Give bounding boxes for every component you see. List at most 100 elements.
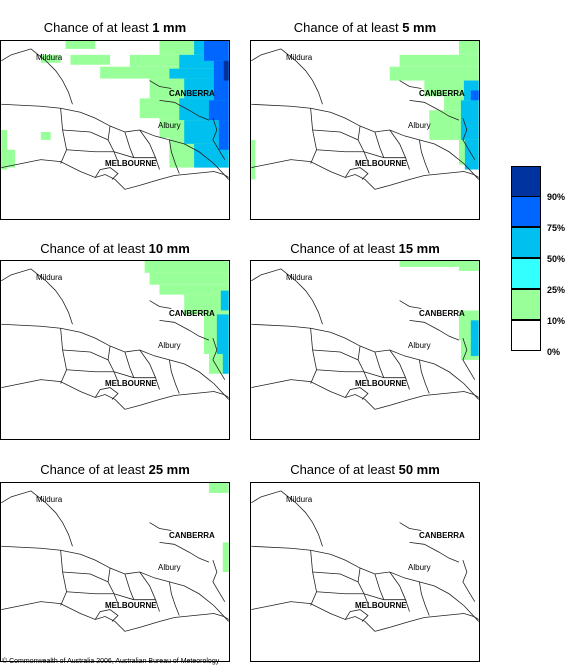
probability-cell: [208, 483, 229, 493]
boundary-line: [62, 349, 109, 361]
boundary-line: [1, 48, 73, 105]
place-label-melbourne: MELBOURNE: [105, 159, 157, 168]
boundary-line: [310, 108, 317, 164]
map-canvas: [251, 490, 479, 632]
place-label-albury: Albury: [408, 341, 431, 350]
boundary-line: [312, 571, 359, 583]
panel-title-1mm: Chance of at least 1 mm: [43, 20, 187, 35]
boundary-line: [124, 131, 135, 158]
boundary-line: [251, 490, 323, 547]
boundary-line: [159, 541, 210, 563]
boundary-line: [251, 323, 479, 400]
boundary-line: [462, 118, 476, 160]
place-label-canberra: CANBERRA: [169, 309, 215, 318]
boundary-line: [357, 125, 369, 162]
boundary-line: [66, 591, 156, 601]
probability-cell: [100, 66, 229, 79]
place-label-mildura: Mildura: [36, 495, 63, 504]
boundary-line: [409, 541, 460, 563]
rain-chance-map-15mm: Mildura CANBERRA Albury MELBOURNE: [250, 260, 480, 440]
panel-title-10mm: Chance of at least 10 mm: [40, 241, 190, 256]
boundary-line: [124, 351, 135, 378]
map-canvas: [1, 483, 229, 632]
boundary-line: [159, 319, 210, 341]
boundary-line: [1, 545, 229, 622]
boundary-line: [94, 609, 119, 622]
boundary-line: [399, 522, 422, 531]
probability-cell: [470, 320, 479, 356]
place-label-canberra: CANBERRA: [419, 309, 465, 318]
probability-cell: [1, 149, 16, 168]
boundary-line: [399, 300, 422, 309]
place-label-albury: Albury: [158, 563, 181, 572]
copyright-notice: © Commonwealth of Australia 2006, Austra…: [2, 658, 220, 665]
probability-cell: [399, 261, 479, 267]
boundary-line: [462, 338, 476, 380]
place-label-albury: Albury: [408, 121, 431, 130]
legend-label-50: 50%: [547, 254, 566, 264]
place-label-canberra: CANBERRA: [419, 89, 465, 98]
place-label-mildura: Mildura: [36, 53, 63, 62]
boundary-line: [251, 379, 479, 410]
boundary-line: [66, 369, 156, 379]
boundary-line: [389, 129, 410, 170]
place-label-albury: Albury: [408, 563, 431, 572]
boundary-line: [316, 591, 406, 601]
legend-label-0: 0%: [547, 347, 561, 357]
probability-cell: [222, 542, 229, 572]
boundary-line: [168, 581, 180, 616]
boundary-line: [149, 522, 172, 531]
boundary-line: [344, 387, 369, 400]
boundary-line: [159, 99, 210, 121]
boundary-line: [107, 345, 119, 382]
probability-cell: [216, 314, 229, 354]
probability-cell: [218, 120, 229, 150]
place-label-albury: Albury: [158, 121, 181, 130]
legend-swatch-50: [511, 227, 541, 258]
place-label-mildura: Mildura: [286, 53, 313, 62]
boundary-line: [60, 328, 67, 384]
legend-swatch-75: [511, 196, 541, 227]
rain-chance-map-25mm: Mildura CANBERRA Albury MELBOURNE: [0, 482, 230, 662]
probability-cell: [220, 290, 229, 311]
map-canvas: [1, 41, 229, 190]
panel-title-50mm: Chance of at least 50 mm: [290, 462, 440, 477]
boundary-line: [374, 131, 385, 158]
boundary-line: [312, 129, 359, 141]
map-canvas: [1, 261, 229, 410]
boundary-line: [409, 319, 460, 341]
probability-cell: [399, 54, 479, 67]
probability-cell: [70, 54, 111, 65]
place-label-melbourne: MELBOURNE: [105, 601, 157, 610]
boundary-line: [60, 108, 67, 164]
boundary-line: [418, 139, 430, 174]
legend-label-90: 90%: [547, 192, 566, 202]
probability-cell: [251, 139, 256, 180]
boundary-line: [389, 571, 410, 612]
boundary-line: [1, 379, 229, 410]
boundary-line: [124, 573, 135, 600]
boundary-line: [1, 323, 229, 400]
rain-chance-map-50mm: Mildura CANBERRA Albury MELBOURNE: [250, 482, 480, 662]
boundary-line: [251, 601, 479, 632]
place-label-melbourne: MELBOURNE: [355, 601, 407, 610]
boundary-line: [149, 300, 172, 309]
panel-title-15mm: Chance of at least 15 mm: [290, 241, 440, 256]
boundary-line: [1, 601, 229, 632]
place-label-mildura: Mildura: [286, 495, 313, 504]
legend-label-25: 25%: [547, 285, 566, 295]
boundary-line: [310, 328, 317, 384]
place-label-albury: Albury: [158, 341, 181, 350]
probability-cell: [149, 272, 229, 285]
boundary-line: [168, 359, 180, 394]
probability-cell: [40, 131, 51, 140]
probability-cell: [159, 284, 229, 295]
panel-title-25mm: Chance of at least 25 mm: [40, 462, 190, 477]
boundary-line: [107, 125, 119, 162]
boundary-line: [344, 609, 369, 622]
probability-cell: [389, 66, 479, 81]
boundary-line: [418, 581, 430, 616]
boundary-line: [251, 103, 479, 180]
boundary-line: [316, 149, 406, 159]
boundary-line: [1, 490, 73, 547]
